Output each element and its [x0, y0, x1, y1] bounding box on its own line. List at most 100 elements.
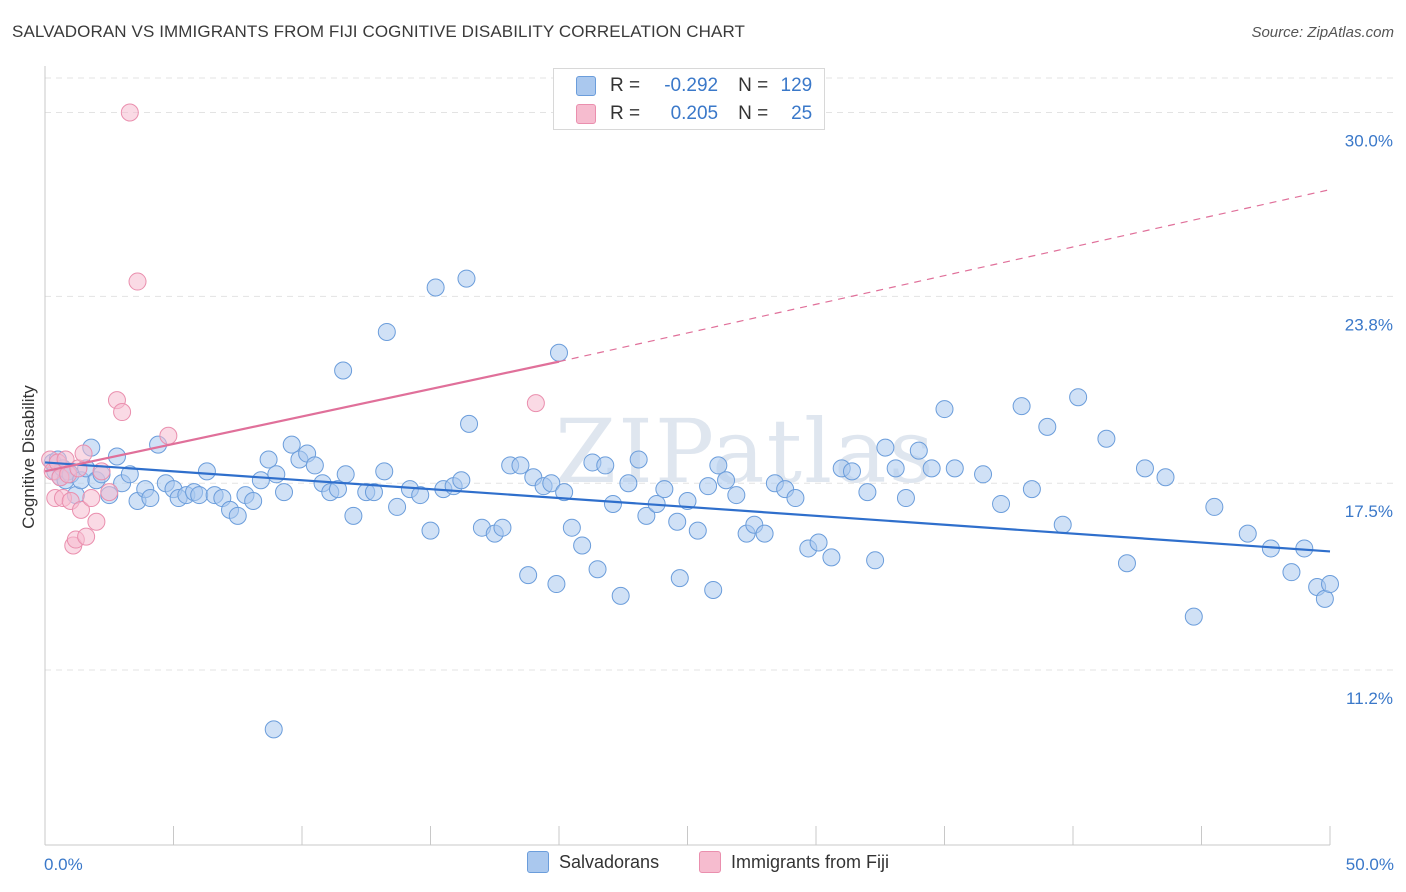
salvadorans-point	[670, 569, 689, 588]
legend-r-label: R =	[610, 75, 641, 96]
salvadorans-point	[141, 489, 160, 508]
axes	[44, 66, 1331, 846]
y-axis-label: Cognitive Disability	[19, 385, 38, 529]
salvadorans-point	[426, 278, 445, 297]
salvadorans-point	[1321, 575, 1339, 594]
legend-r-value: -0.292	[664, 75, 719, 96]
salvadorans-point	[421, 521, 440, 540]
salvadorans-point	[866, 551, 885, 570]
salvadorans-swatch	[527, 851, 549, 873]
salvadorans-point	[709, 456, 728, 475]
legend-n-value: 25	[791, 103, 813, 124]
salvadorans-point	[1238, 524, 1257, 543]
salvadorans-point	[542, 474, 561, 493]
salvadorans-point	[842, 462, 861, 481]
fiji-label: Immigrants from Fiji	[731, 851, 890, 872]
salvadorans-point	[619, 474, 638, 493]
salvadorans-point	[637, 506, 656, 525]
salvadorans-point	[328, 480, 347, 499]
salvadorans-point	[344, 506, 363, 525]
salvadorans-point	[809, 533, 828, 552]
salvadorans-point	[452, 471, 471, 490]
y-tick-label: 17.5%	[1345, 502, 1393, 521]
legend-item-fiji: Immigrants from Fiji	[699, 851, 889, 873]
salvadorans-point	[562, 518, 581, 537]
salvadorans-point	[336, 465, 355, 484]
salvadorans-point	[717, 471, 736, 490]
fiji-points	[41, 103, 545, 555]
legend-r-value: 0.205	[670, 103, 719, 124]
salvadorans-point	[755, 524, 774, 543]
salvadorans-point	[275, 483, 294, 502]
salvadorans-point	[876, 438, 895, 457]
salvadorans-point	[909, 441, 928, 460]
salvadorans-point	[629, 450, 648, 469]
salvadorans-point	[1069, 388, 1088, 407]
fiji-swatch	[699, 851, 721, 873]
fiji-trend-line-extension	[558, 189, 1331, 363]
legend-n-label: N =	[738, 75, 769, 96]
salvadorans-point	[1135, 459, 1154, 478]
fiji-trend-line	[44, 360, 560, 473]
salvadorans-point	[228, 506, 247, 525]
salvadorans-point	[655, 480, 674, 499]
salvadorans-point	[1117, 554, 1136, 573]
source-label: Source: ZipAtlas.com	[1251, 24, 1394, 41]
fiji-point	[87, 512, 106, 531]
salvadorans-point	[1184, 607, 1203, 626]
salvadorans-point	[668, 512, 687, 531]
y-tick-label: 11.2%	[1346, 689, 1393, 708]
salvadorans-points	[43, 269, 1339, 739]
salvadorans-point	[519, 566, 538, 585]
trend-lines	[44, 189, 1331, 553]
legend-row-salvadorans: R = -0.292 N = 129	[576, 73, 812, 99]
salvadorans-point	[377, 322, 396, 341]
chart-title: SALVADORAN VS IMMIGRANTS FROM FIJI COGNI…	[12, 22, 746, 41]
salvadorans-point	[573, 536, 592, 555]
fiji-point	[120, 103, 139, 122]
correlation-legend: R = -0.292 N = 129 R = 0.205 N = 25	[553, 68, 825, 130]
salvadorans-point	[411, 486, 430, 505]
salvadorans-point	[197, 462, 216, 481]
salvadorans-point	[603, 494, 622, 513]
salvadorans-point	[547, 575, 566, 594]
salvadorans-point	[120, 465, 139, 484]
y-tick-label: 23.8%	[1345, 315, 1393, 334]
salvadorans-point	[282, 435, 301, 454]
salvadorans-point	[699, 477, 718, 496]
salvadorans-point	[678, 492, 697, 510]
salvadorans-point	[334, 361, 353, 380]
salvadorans-point	[727, 486, 746, 505]
grid-lines	[45, 77, 1395, 671]
salvadorans-point	[259, 450, 278, 469]
legend-row-fiji: R = 0.205 N = 25	[576, 101, 812, 127]
fiji-point	[159, 426, 178, 445]
fiji-point	[77, 527, 96, 546]
salvadorans-trend-line	[44, 461, 1331, 553]
salvadorans-point	[922, 459, 941, 478]
tick-labels: 11.2% 17.5% 23.8% 30.0% 0.0% 50.0%	[44, 132, 1394, 874]
salvadorans-point	[974, 465, 993, 484]
salvadorans-point	[1053, 515, 1072, 534]
fiji-point	[74, 444, 93, 463]
salvadorans-point	[1156, 468, 1175, 487]
salvadorans-point	[190, 486, 209, 505]
salvadorans-point	[858, 483, 877, 502]
salvadorans-point	[945, 459, 964, 478]
salvadorans-point	[264, 720, 283, 739]
salvadorans-point	[511, 456, 530, 475]
fiji-point	[526, 394, 545, 413]
salvadorans-point	[251, 471, 270, 490]
salvadorans-point	[935, 400, 954, 419]
salvadorans-point	[822, 548, 841, 567]
fiji-point	[113, 403, 132, 422]
salvadorans-point	[992, 494, 1011, 513]
legend-swatch-pink	[576, 104, 596, 124]
salvadorans-point	[1097, 429, 1116, 448]
legend-item-salvadorans: Salvadorans	[527, 851, 659, 873]
salvadorans-point	[588, 560, 607, 579]
y-tick-label: 30.0%	[1345, 132, 1393, 151]
salvadorans-point	[493, 518, 512, 537]
salvadorans-point	[611, 586, 630, 605]
